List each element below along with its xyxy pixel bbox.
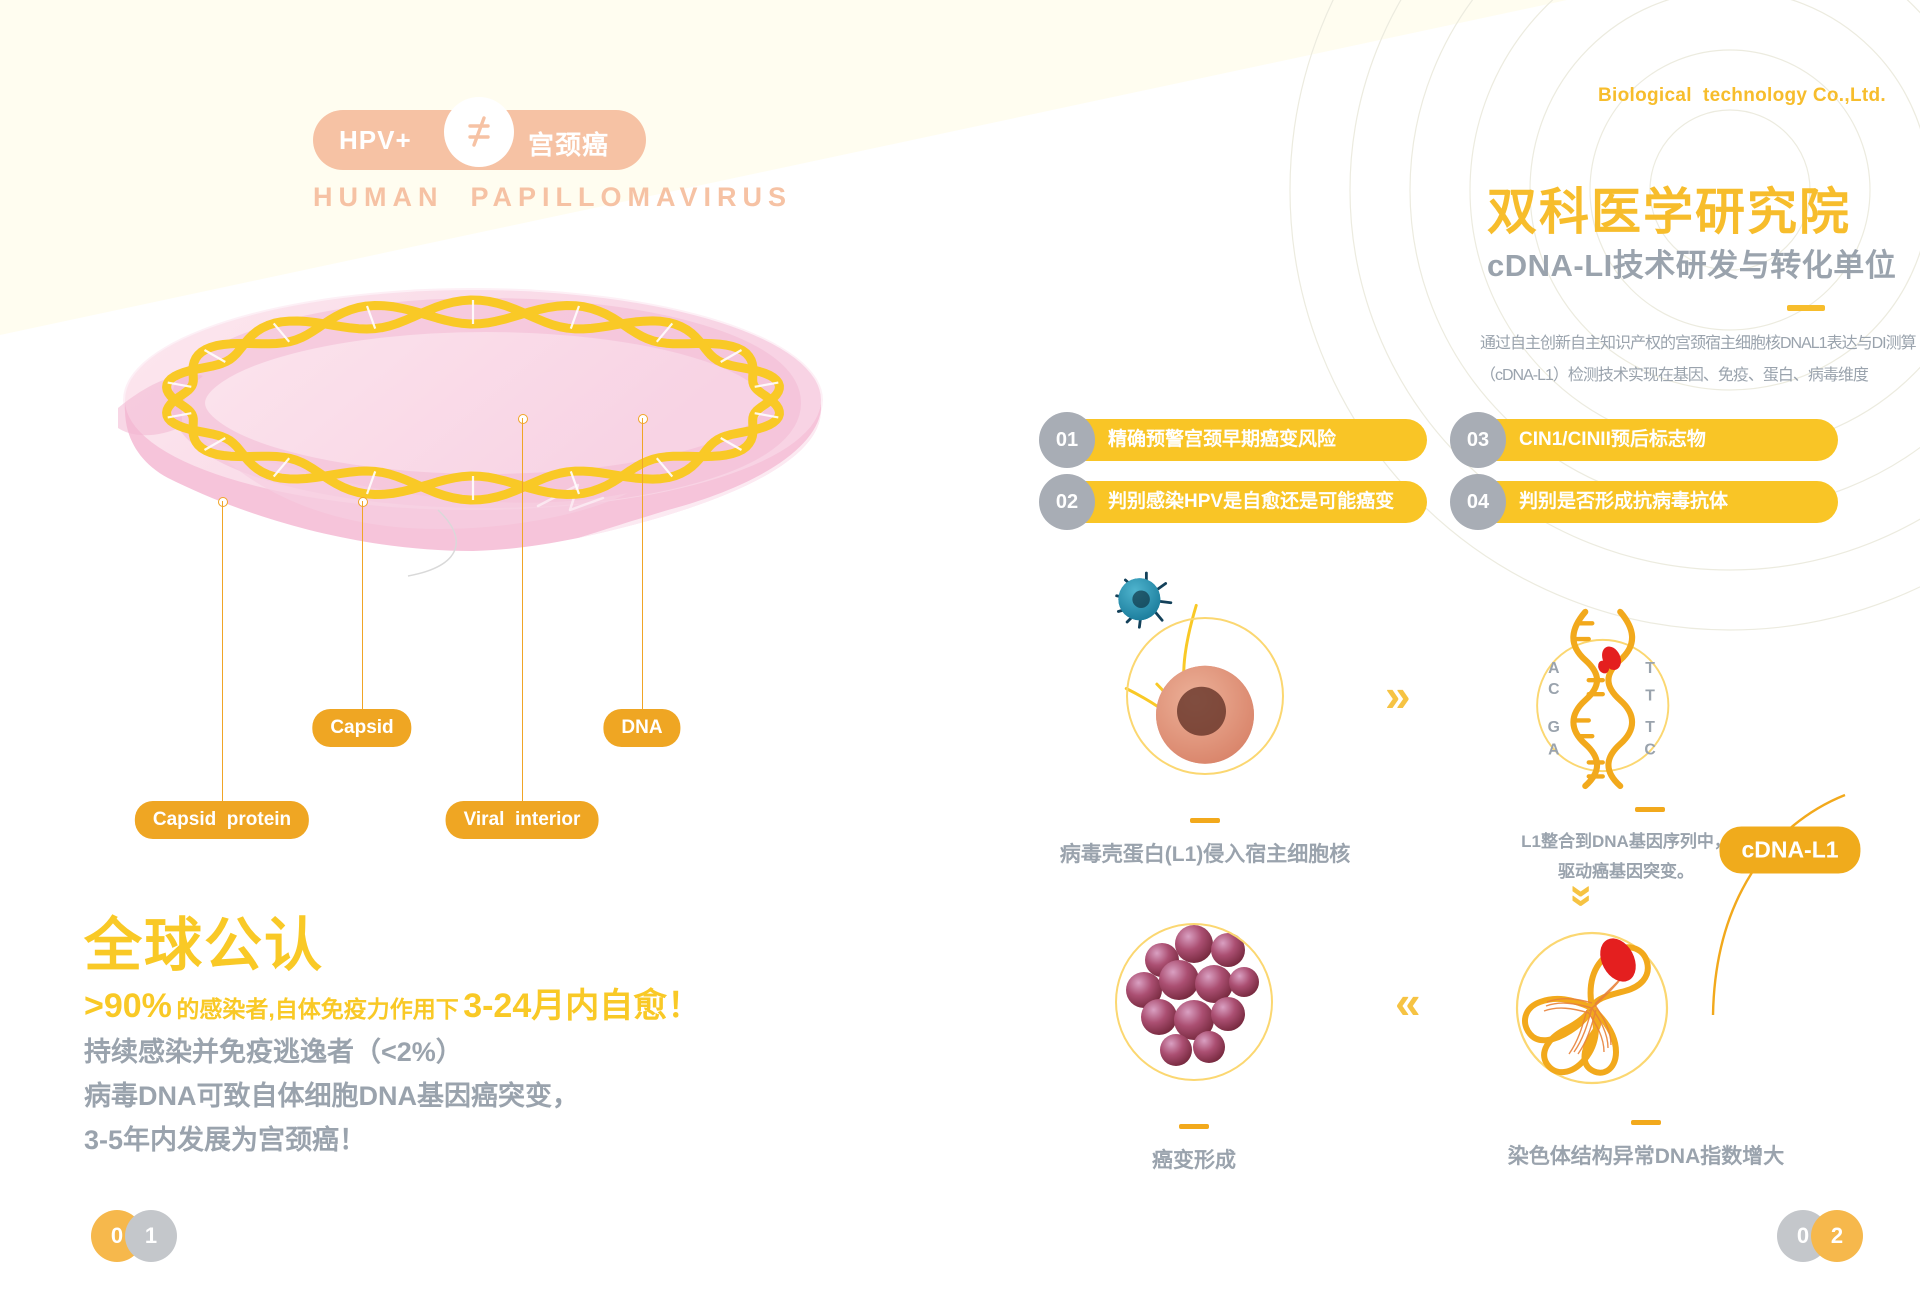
svg-text:T: T	[1645, 660, 1655, 677]
svg-text:C: C	[1548, 681, 1559, 698]
svg-text:G: G	[1548, 719, 1560, 736]
svg-text:T: T	[1645, 687, 1655, 704]
svg-text:A: A	[1548, 742, 1559, 759]
svg-text:T: T	[1645, 719, 1655, 736]
svg-text:A: A	[1548, 660, 1559, 677]
svg-text:C: C	[1644, 742, 1655, 759]
